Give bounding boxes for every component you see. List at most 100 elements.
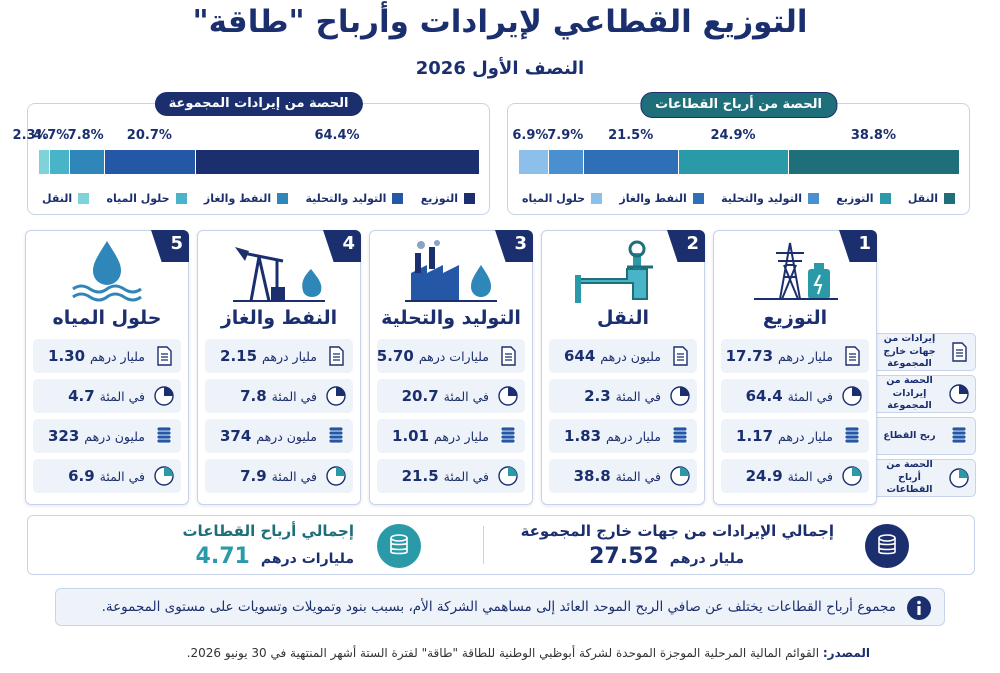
total-title: إجمالي الإيرادات من جهات خارج المجموعة xyxy=(520,522,834,540)
card-name: حلول المياه xyxy=(52,307,162,329)
icon-part xyxy=(333,353,340,361)
card-row: مليار درهم 1.83 xyxy=(549,419,697,453)
legend-text: التوليد والتحلية xyxy=(305,191,387,205)
icon-part xyxy=(952,342,967,362)
icon-part xyxy=(233,247,325,302)
card-icon xyxy=(542,239,704,307)
icon-part xyxy=(951,430,967,436)
row-value: 7.9 xyxy=(240,467,267,485)
icon-part xyxy=(949,468,969,488)
row-text: مليار درهم 1.01 xyxy=(392,419,489,453)
icon-part xyxy=(328,438,344,444)
row-text: مليارات درهم 5.70 xyxy=(377,339,489,373)
card-name: التوزيع xyxy=(762,307,828,329)
row-icon xyxy=(841,385,863,411)
subtitle: النصف الأول 2026 xyxy=(415,58,585,79)
icon-part xyxy=(575,275,581,303)
card-row: في المئة 6.9 xyxy=(33,459,181,493)
row-text: في المئة 21.5 xyxy=(402,459,489,493)
icon-part xyxy=(72,241,142,302)
row-icon xyxy=(325,385,347,411)
row-unit: مليار درهم xyxy=(90,349,145,364)
row-icon xyxy=(325,345,347,371)
segment-card: 4 النفط والغاز مليار درهم 2.15 في المئة 7.8 مل… xyxy=(197,230,361,505)
row-text: مليون درهم 644 xyxy=(564,339,661,373)
icon-part xyxy=(633,253,641,269)
row-value: 644 xyxy=(563,347,596,365)
totals-box: إجمالي الإيرادات من جهات خارج المجموعة م… xyxy=(27,515,975,575)
icon-part xyxy=(72,284,142,302)
icon-part xyxy=(576,268,648,300)
note-text: مجموع أرباح القطاعات يختلف عن صافي الربح… xyxy=(101,599,896,615)
row-unit: في المئة xyxy=(443,469,489,484)
icon-part xyxy=(242,251,284,302)
icon-part xyxy=(844,426,860,432)
icon-part xyxy=(813,274,823,295)
icon-part xyxy=(959,385,968,394)
icon-part xyxy=(949,384,969,404)
segment-label: 38.8% xyxy=(850,128,896,143)
icon-part xyxy=(951,434,967,440)
key-row: الحصة من إيرادات المجموعة xyxy=(870,375,976,413)
icon-part xyxy=(956,349,963,357)
icon-part xyxy=(952,342,967,362)
card-row: مليون درهم 323 xyxy=(33,419,181,453)
icon-part xyxy=(842,466,862,486)
legend-swatch xyxy=(464,192,475,204)
icon-part xyxy=(951,438,967,444)
icon-part xyxy=(500,426,516,444)
row-value: 1.17 xyxy=(736,427,774,445)
key-icon xyxy=(948,341,970,367)
icon-part xyxy=(951,426,967,444)
segment-label: 6.9% xyxy=(512,128,549,143)
key-text: إيرادات من جهات خارج المجموعة xyxy=(883,333,936,370)
key-column: إيرادات من جهات خارج المجموعة الحصة من إي… xyxy=(870,333,976,497)
key-row: إيرادات من جهات خارج المجموعة xyxy=(870,333,976,371)
segment-card: 1 التوزيع مليار درهم 17.73 في المئة 64.4 مليار… xyxy=(713,230,877,505)
icon-part xyxy=(72,292,142,302)
icon-part xyxy=(164,467,173,476)
segment-label: 21.5% xyxy=(608,128,654,143)
total-unit: مليار درهم xyxy=(669,551,744,567)
row-value: 4.7 xyxy=(68,387,95,405)
icon-part xyxy=(672,430,688,436)
icon-part xyxy=(844,426,860,444)
total-value: مليار درهم 27.52 xyxy=(589,544,744,569)
legend-item: النقل xyxy=(42,190,90,206)
row-value: 1.83 xyxy=(564,427,602,445)
icon-part xyxy=(329,346,344,366)
legend-item: النفط والغاز xyxy=(204,190,289,206)
icon-part xyxy=(326,466,346,486)
icon-part xyxy=(471,265,491,297)
icon-part xyxy=(672,426,688,444)
icon-part xyxy=(336,387,345,396)
row-unit: في المئة xyxy=(271,469,317,484)
icon-part xyxy=(500,426,516,444)
row-value: 64.4 xyxy=(745,387,783,405)
row-icon xyxy=(669,345,691,371)
row-text: في المئة 38.8 xyxy=(574,459,661,493)
bar-segment xyxy=(548,150,584,174)
bar-segment xyxy=(583,150,679,174)
legend-text: النقل xyxy=(907,191,938,205)
legend-item: حلول المياه xyxy=(522,190,603,206)
card-icon xyxy=(714,239,876,307)
bar-segment xyxy=(103,150,195,174)
key-row: الحصة من أرباح القطاعات xyxy=(870,459,976,497)
card-row: في المئة 38.8 xyxy=(549,459,697,493)
legend-item: حلول المياه xyxy=(106,190,187,206)
total-value: مليارات درهم 4.71 xyxy=(196,544,354,569)
icon-part xyxy=(673,346,688,366)
icon-part xyxy=(235,247,249,261)
segment-label: 4.7% xyxy=(33,128,70,143)
icon-part xyxy=(415,253,421,273)
row-unit: في المئة xyxy=(787,469,833,484)
row-value: 2.15 xyxy=(220,347,258,365)
icon-part xyxy=(951,426,967,444)
icon-part xyxy=(951,426,967,432)
row-icon xyxy=(669,385,691,411)
key-icon xyxy=(948,383,970,409)
row-value: 1.01 xyxy=(392,427,430,445)
row-value: 17.73 xyxy=(725,347,774,365)
card-row: مليار درهم 17.73 xyxy=(721,339,869,373)
